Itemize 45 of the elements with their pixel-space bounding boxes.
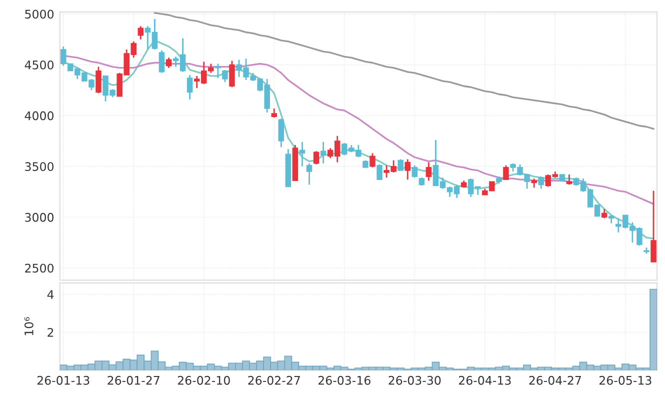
x-tick-label: 26-01-27 <box>108 376 160 385</box>
candlestick <box>538 176 544 190</box>
y-tick-label: 4000 <box>24 111 54 120</box>
candlestick <box>271 108 278 118</box>
x-tick-label: 26-01-13 <box>37 376 90 385</box>
y-tick-label: 4500 <box>24 60 54 70</box>
candlestick <box>650 190 656 263</box>
candlestick <box>601 208 608 219</box>
candlestick <box>215 63 221 79</box>
candlestick <box>398 158 404 172</box>
candlestick <box>376 164 382 180</box>
candlestick <box>166 56 172 69</box>
x-tick-label: 26-02-27 <box>248 376 300 385</box>
candlestick <box>313 150 320 166</box>
y-tick-label: 2 <box>48 328 54 337</box>
y-tick-label: 4 <box>47 290 54 299</box>
candlestick <box>566 174 572 186</box>
candlestick <box>222 69 228 83</box>
candlestick <box>278 118 284 148</box>
candlestick <box>96 66 102 94</box>
x-tick-label: 26-02-10 <box>178 376 230 385</box>
x-tick-label: 26-04-13 <box>458 376 511 385</box>
candlestick <box>503 164 509 180</box>
y-tick-label: 3000 <box>25 212 54 222</box>
y-axis-title: 10⁶ <box>24 317 34 336</box>
candlestick <box>412 164 418 178</box>
y-tick-label: 5000 <box>25 10 54 19</box>
x-tick-label: 26-03-30 <box>388 376 441 385</box>
line-series <box>154 12 654 130</box>
candlestick <box>306 162 312 186</box>
candlestick <box>229 60 235 88</box>
candlestick <box>186 74 193 100</box>
candlestick <box>426 162 432 182</box>
x-tick-label: 26-05-13 <box>599 376 652 385</box>
y-tick-label: 2500 <box>25 264 54 273</box>
candlestick <box>370 152 376 168</box>
candlestick <box>320 141 326 164</box>
candlestick <box>404 158 410 180</box>
candlestick <box>158 50 165 74</box>
candlestick <box>138 25 144 40</box>
candlestick <box>531 178 537 188</box>
x-tick-label: 26-03-16 <box>318 376 370 385</box>
x-tick-label: 26-04-27 <box>529 376 581 385</box>
candlestick <box>299 141 306 168</box>
y-tick-label: 3500 <box>25 162 54 172</box>
